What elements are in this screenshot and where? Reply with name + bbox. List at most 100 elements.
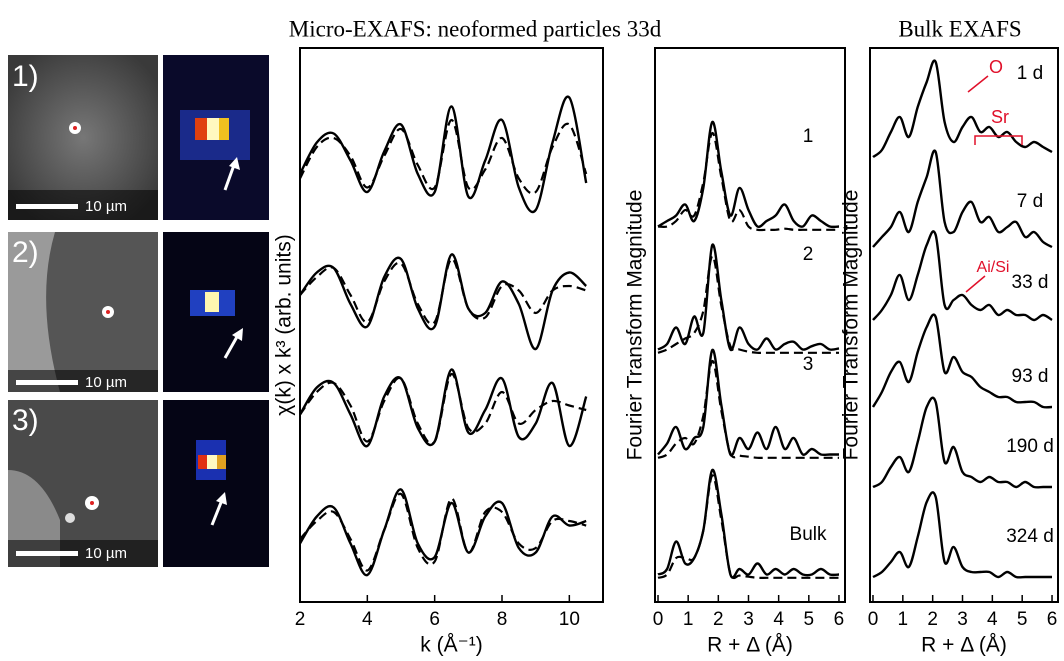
xrf-cell	[198, 455, 207, 469]
annotation: O	[989, 57, 1003, 77]
plots: 2 4 6 8 10k (Å⁻¹)χ(k) x k³ (arb. units)0 1 2 3 4…	[273, 47, 1059, 657]
x-tick-label: 8	[497, 609, 508, 630]
plot-frame	[869, 47, 1059, 603]
annotation: Ai/Si	[977, 259, 1010, 276]
bulk-title: Bulk EXAFS	[898, 16, 1021, 41]
xrf-cell	[207, 455, 217, 469]
arrow-head	[216, 492, 227, 505]
x-tick-label: 2	[927, 609, 938, 630]
arrow-head	[229, 157, 240, 170]
particle	[65, 513, 75, 523]
data-line	[872, 230, 1053, 322]
series-label: 1 d	[1017, 63, 1043, 84]
x-tick-label: 4	[987, 609, 998, 630]
data-line	[657, 468, 840, 579]
series-label: 33 d	[1012, 272, 1049, 293]
xrf-cell	[205, 292, 219, 312]
plot-frame	[654, 47, 846, 603]
x-axis-label: k (Å⁻¹)	[420, 634, 482, 657]
y-axis-label: Fourier Transform Magnitude	[840, 190, 863, 461]
data-line	[299, 253, 588, 351]
fit-line	[657, 474, 839, 580]
x-tick-label: 4	[773, 609, 784, 630]
figure-title: Micro-EXAFS: neoformed particles 33d	[289, 16, 662, 41]
grain	[8, 232, 60, 392]
data-line	[657, 348, 839, 457]
micrographs: 10 µm 10 µm 10 µm 1) 2) 3)	[8, 55, 269, 567]
arrow	[223, 334, 240, 359]
series-label: 324 d	[1006, 526, 1054, 547]
x-tick-label: 6	[429, 609, 440, 630]
data-line	[872, 491, 1052, 579]
x-tick-label: 3	[957, 609, 968, 630]
x-tick-label: 6	[1047, 609, 1058, 630]
x-tick-label: 5	[804, 609, 815, 630]
y-axis-label: Fourier Transform Magnitude	[624, 190, 647, 461]
xrf-cell	[217, 455, 226, 469]
arrow-head	[232, 328, 243, 341]
spot	[90, 501, 94, 505]
fit-line	[299, 118, 588, 195]
data-line	[298, 488, 587, 577]
x-tick-label: 10	[559, 609, 580, 630]
fit-line	[299, 257, 587, 325]
x-tick-label: 1	[898, 609, 909, 630]
fit-line	[657, 254, 839, 354]
x-tick-label: 2	[295, 609, 306, 630]
series-label: 7 d	[1017, 191, 1043, 212]
data-line	[872, 59, 1053, 158]
x-tick-label: 0	[653, 609, 664, 630]
annotation-line	[967, 75, 989, 93]
arrow	[223, 164, 236, 191]
x-tick-label: 2	[713, 609, 724, 630]
x-tick-label: 3	[743, 609, 754, 630]
series-label: 2	[803, 244, 814, 265]
panel-label: 1)	[12, 60, 39, 93]
spot	[106, 310, 110, 314]
scale-bg	[8, 370, 158, 392]
xrf-cell	[207, 118, 219, 140]
series-label: 3	[803, 354, 814, 375]
scale-bar	[16, 551, 78, 556]
x-tick-label: 0	[868, 609, 879, 630]
x-tick-label: 4	[362, 609, 373, 630]
arrow	[210, 499, 224, 526]
data-line	[872, 396, 1053, 489]
data-line	[298, 368, 588, 448]
data-line	[657, 243, 840, 352]
data-line	[871, 313, 1053, 409]
fit-line	[299, 492, 587, 572]
series-label: 93 d	[1012, 366, 1049, 387]
panel-label: 3)	[12, 404, 39, 437]
fit-line	[657, 131, 839, 232]
annotation-bracket	[974, 135, 1023, 145]
scale-bar	[16, 380, 78, 385]
xrf-cell	[195, 118, 207, 140]
xrf-map	[163, 400, 269, 567]
x-axis-label: R + Δ (Å)	[921, 634, 1007, 657]
scale-label: 10 µm	[85, 374, 127, 391]
scale-bar	[16, 204, 78, 209]
series-label: 190 d	[1006, 436, 1054, 457]
fit-line	[299, 372, 587, 445]
series-label: 1	[803, 126, 814, 147]
scale-label: 10 µm	[85, 545, 127, 562]
scale-label: 10 µm	[85, 198, 127, 215]
panel-label: 2)	[12, 236, 39, 269]
annotation-line	[965, 275, 986, 293]
x-axis-label: R + Δ (Å)	[707, 634, 793, 657]
xrf-cell	[219, 118, 229, 140]
x-tick-label: 5	[1017, 609, 1028, 630]
data-line	[657, 120, 840, 229]
annotation: Sr	[991, 107, 1009, 127]
fit-line	[657, 359, 839, 459]
data-line	[872, 149, 1053, 249]
x-tick-label: 6	[834, 609, 845, 630]
plot-frame	[299, 47, 604, 603]
x-tick-label: 1	[683, 609, 694, 630]
series-label: Bulk	[790, 524, 827, 545]
y-axis-label: χ(k) x k³ (arb. units)	[273, 234, 296, 415]
data-line	[298, 95, 588, 214]
spot	[73, 126, 77, 130]
